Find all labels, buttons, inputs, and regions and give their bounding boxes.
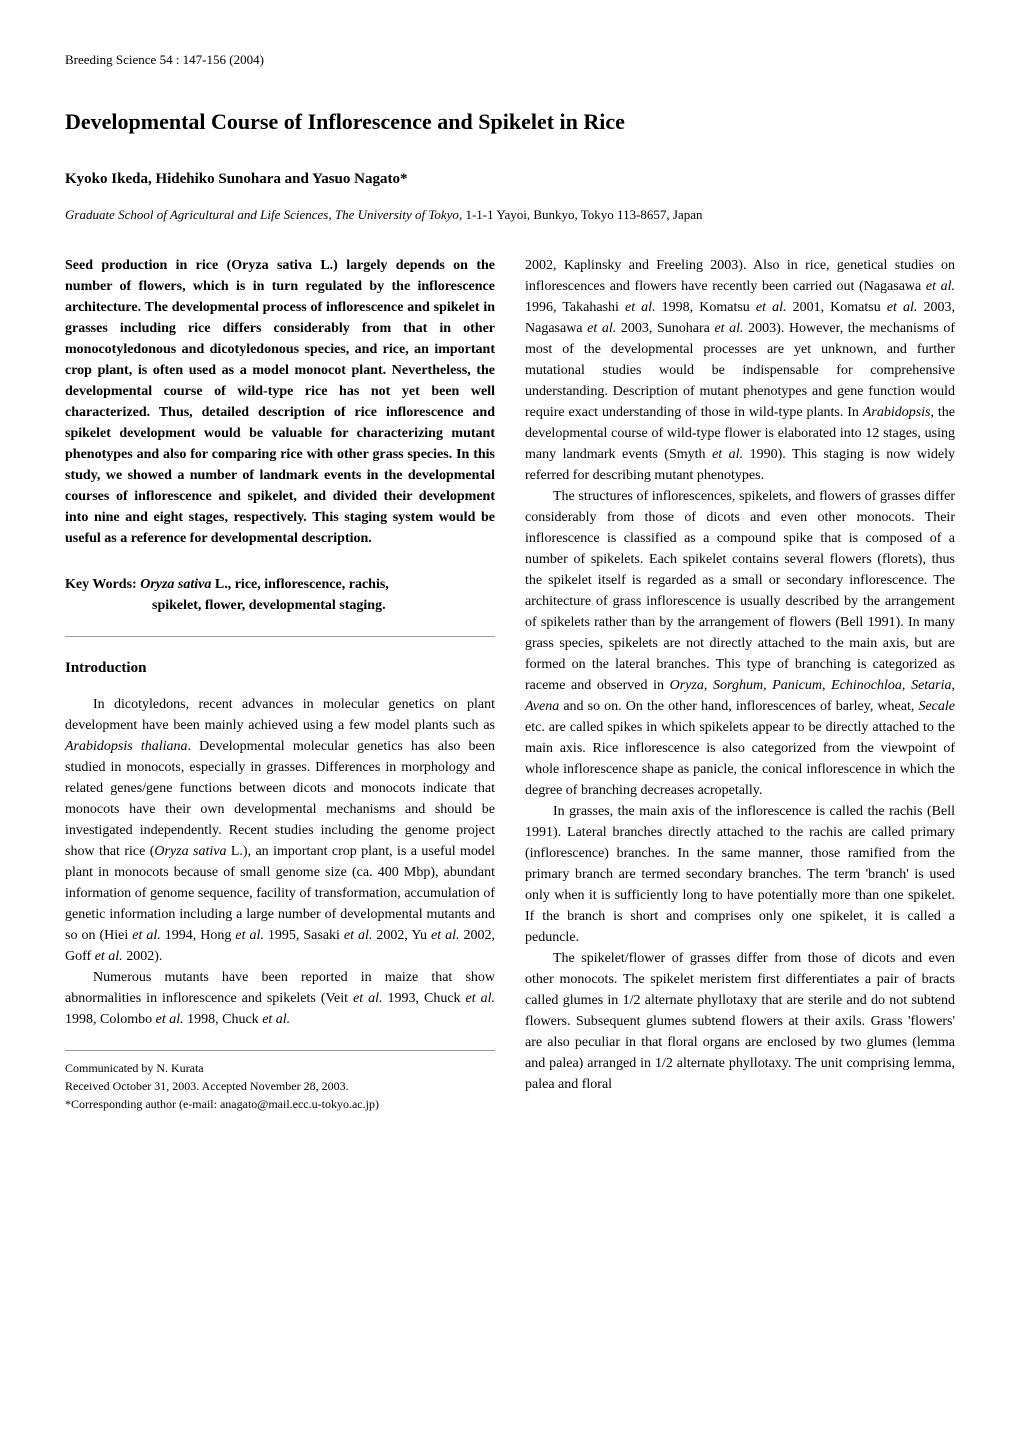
text: 2002, Yu — [372, 928, 431, 943]
et-al: et al. — [625, 300, 656, 315]
text: 1995, Sasaki — [264, 928, 344, 943]
genus-name: Oryza — [670, 678, 704, 693]
text: 1996, Takahashi — [525, 300, 625, 315]
text: , — [902, 678, 911, 693]
et-al: et al. — [344, 928, 373, 943]
text: 1998, Colombo — [65, 1012, 156, 1027]
text: 1998, Chuck — [184, 1012, 263, 1027]
text: 2001, Komatsu — [787, 300, 887, 315]
keywords: Key Words: Oryza sativa L., rice, inflor… — [65, 574, 495, 616]
received-accepted: Received October 31, 2003. Accepted Nove… — [65, 1077, 495, 1095]
et-al: et al. — [712, 447, 743, 462]
two-column-layout: Seed production in rice (Oryza sativa L.… — [65, 255, 955, 1114]
intro-para-2: Numerous mutants have been reported in m… — [65, 967, 495, 1030]
affiliation-institution: Graduate School of Agricultural and Life… — [65, 207, 459, 222]
text: The structures of inflorescences, spikel… — [525, 489, 955, 693]
et-al: et al. — [887, 300, 918, 315]
text: etc. are called spikes in which spikelet… — [525, 720, 955, 798]
abstract: Seed production in rice (Oryza sativa L.… — [65, 255, 495, 549]
et-al: et al. — [132, 928, 161, 943]
et-al: et al. — [587, 321, 616, 336]
footer: Communicated by N. Kurata Received Octob… — [65, 1059, 495, 1113]
genus-name: Panicum — [772, 678, 822, 693]
et-al: et al. — [235, 928, 264, 943]
text: 1994, Hong — [161, 928, 236, 943]
genus-name: Sorghum — [713, 678, 763, 693]
text: 2003, Sunohara — [616, 321, 714, 336]
journal-info: Breeding Science 54 : 147-156 (2004) — [65, 50, 955, 70]
intro-para-1: In dicotyledons, recent advances in mole… — [65, 694, 495, 967]
affiliation: Graduate School of Agricultural and Life… — [65, 205, 955, 225]
genus-name: Echinochloa — [831, 678, 902, 693]
et-al: et al. — [95, 949, 123, 964]
affiliation-address: , 1-1-1 Yayoi, Bunkyo, Tokyo 113-8657, J… — [459, 207, 703, 222]
communicated-by: Communicated by N. Kurata — [65, 1059, 495, 1077]
text: , — [763, 678, 772, 693]
et-al: et al. — [756, 300, 787, 315]
authors: Kyoko Ikeda, Hidehiko Sunohara and Yasuo… — [65, 168, 955, 191]
right-para-4: The spikelet/flower of grasses differ fr… — [525, 948, 955, 1095]
keywords-line2: spikelet, flower, developmental staging. — [65, 595, 475, 616]
text: 2002, Kaplinsky and Freeling 2003). Also… — [525, 258, 955, 294]
keywords-text: L., rice, inflorescence, rachis, — [211, 577, 388, 592]
species-name: Oryza sativa — [154, 844, 226, 859]
et-al: et al. — [262, 1012, 290, 1027]
right-para-1: 2002, Kaplinsky and Freeling 2003). Also… — [525, 255, 955, 486]
text: and so on. On the other hand, infloresce… — [559, 699, 918, 714]
section-divider — [65, 636, 495, 637]
text: 1993, Chuck — [383, 991, 466, 1006]
text: , — [952, 678, 956, 693]
text: 2002). — [123, 949, 163, 964]
footer-divider — [65, 1050, 495, 1051]
species-name: Arabidopsis thaliana — [65, 739, 188, 754]
text: . Developmental molecular genetics has a… — [65, 739, 495, 859]
article-title: Developmental Course of Inflorescence an… — [65, 105, 955, 138]
intro-body: In dicotyledons, recent advances in mole… — [65, 694, 495, 1030]
et-al: et al. — [431, 928, 460, 943]
et-al: et al. — [714, 321, 743, 336]
keywords-species: Oryza sativa — [140, 577, 211, 592]
genus-name: Secale — [918, 699, 955, 714]
right-column: 2002, Kaplinsky and Freeling 2003). Also… — [525, 255, 955, 1114]
keywords-label: Key Words: — [65, 577, 137, 592]
text: , — [822, 678, 831, 693]
right-body: 2002, Kaplinsky and Freeling 2003). Also… — [525, 255, 955, 1095]
et-al: et al. — [466, 991, 495, 1006]
right-para-2: The structures of inflorescences, spikel… — [525, 486, 955, 801]
corresponding-author: *Corresponding author (e-mail: anagato@m… — [65, 1095, 495, 1113]
introduction-heading: Introduction — [65, 657, 495, 680]
et-al: et al. — [353, 991, 382, 1006]
species-name: Arabidopsis — [863, 405, 931, 420]
right-para-3: In grasses, the main axis of the inflore… — [525, 801, 955, 948]
left-column: Seed production in rice (Oryza sativa L.… — [65, 255, 495, 1114]
et-al: et al. — [156, 1012, 184, 1027]
text: 1998, Komatsu — [656, 300, 756, 315]
et-al: et al. — [926, 279, 955, 294]
genus-name: Setaria — [911, 678, 951, 693]
text: , — [704, 678, 713, 693]
genus-name: Avena — [525, 699, 559, 714]
text: In dicotyledons, recent advances in mole… — [65, 697, 495, 733]
